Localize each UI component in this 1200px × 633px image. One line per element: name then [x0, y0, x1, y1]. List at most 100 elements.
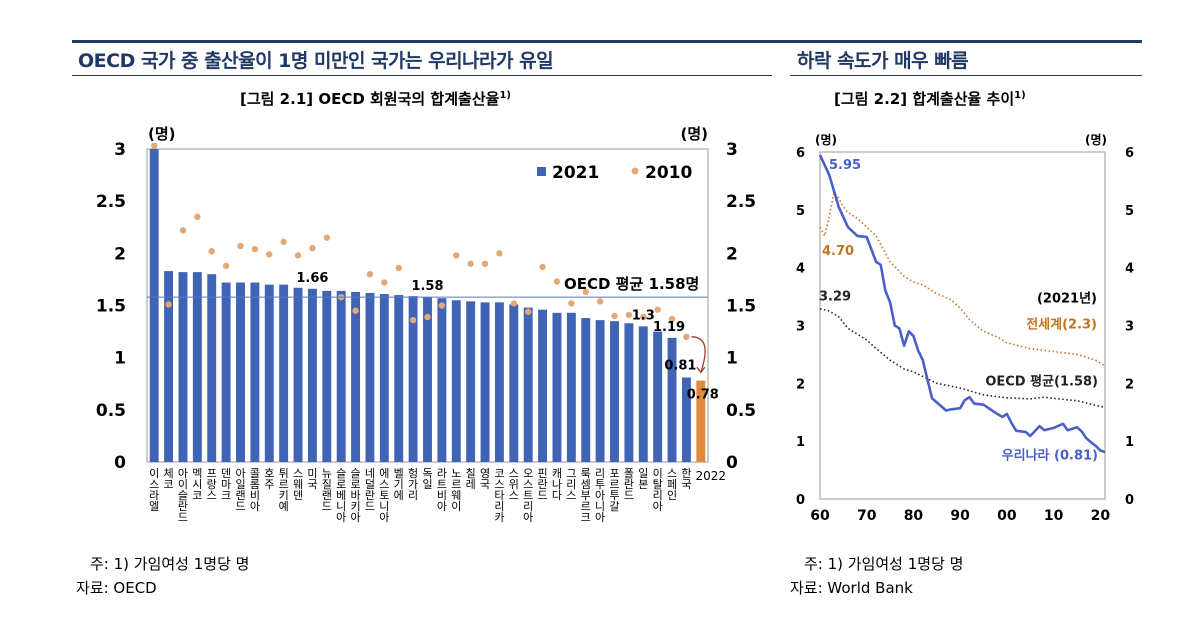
bar-2021-29 [566, 312, 576, 462]
bar-2021-14 [351, 291, 361, 462]
dot-2010-7 [251, 245, 259, 253]
bar-2021-22 [466, 301, 476, 462]
left-source: 자료: OECD [76, 579, 157, 597]
dot-2010-1 [165, 301, 172, 308]
bar-2021-2 [178, 272, 188, 462]
bar-2021-3 [192, 272, 202, 462]
bar-2021-18 [408, 296, 418, 462]
bar-2021-11 [307, 288, 317, 462]
y-tick-left: 1 [114, 349, 126, 369]
bar-2021-28 [552, 312, 562, 462]
dot-2010-14 [352, 307, 359, 314]
x-tick: 80 [904, 508, 924, 524]
left-figure-title: [그림 2.1] OECD 회원국의 합계출산율1) [240, 88, 511, 109]
y-tick-right: 2.5 [726, 192, 756, 212]
dot-2010-33 [625, 311, 633, 319]
data-label-34: 1.3 [632, 308, 655, 323]
oecd-fertility-bar-chart: (명) (명) 0 0 0.5 0.5 1 1 1.5 1.5 2 2 2.5 2.5 3 3 이 스 라 엘 체 코아 이… [96, 125, 756, 524]
y-tick-right: 0 [1125, 493, 1134, 508]
dot-2010-32 [611, 312, 618, 320]
dot-2010-31 [596, 298, 604, 305]
dot-2010-2 [179, 227, 187, 234]
oecd-start-label: 3.29 [819, 290, 851, 305]
bar-2021-26 [523, 307, 533, 462]
bar-2021-0 [149, 149, 159, 462]
plot-frame [819, 151, 1106, 500]
dot-2010-22 [467, 260, 474, 267]
x-tick: 60 [810, 508, 830, 524]
y-tick-right: 2 [726, 244, 738, 264]
y-tick-right: 1.5 [726, 297, 756, 317]
bar-2021-35 [653, 331, 663, 462]
bar-2021-20 [437, 298, 447, 462]
dot-2010-0 [150, 142, 158, 150]
right-section-rule [790, 75, 1142, 76]
oecd-average-label: OECD 평균 1.58명 [564, 275, 699, 293]
y-tick-right: 1 [1125, 435, 1134, 450]
right-figure-title-text: [그림 2.2] 합계출산율 추이 [834, 90, 1015, 108]
y-tick-left: 3 [796, 320, 805, 335]
bar-2021-5 [221, 282, 231, 462]
dot-2010-16 [381, 279, 388, 286]
dot-2010-17 [395, 264, 402, 272]
y-tick-right: 0 [726, 453, 738, 473]
dot-2010-27 [539, 263, 546, 271]
left-figure-title-text: [그림 2.1] OECD 회원국의 합계출산율 [240, 90, 500, 108]
data-label-37: 0.81 [664, 358, 696, 373]
data-label-19: 1.58 [411, 279, 443, 294]
bar-2021-10 [293, 287, 303, 462]
legend-label-2010: 2010 [645, 163, 692, 183]
dot-2010-19 [424, 313, 431, 321]
bar-2021-34 [638, 326, 648, 462]
dot-2010-10 [294, 252, 302, 259]
dot-2010-20 [438, 302, 446, 309]
y-tick-left: 0 [796, 493, 805, 508]
bar-2021-36 [667, 337, 677, 462]
y-tick-left: 1.5 [96, 297, 126, 317]
year-note: (2021년) [1037, 291, 1097, 306]
dot-2010-18 [409, 316, 417, 324]
y-tick-right: 3 [1125, 320, 1134, 335]
bar-2021-1 [164, 271, 174, 462]
dot-2010-6 [237, 242, 244, 250]
y-tick-right: 0.5 [726, 401, 756, 421]
y-tick-right: 1 [726, 349, 738, 369]
right-section-title: 하락 속도가 매우 빠름 [797, 50, 969, 72]
data-label-36: 1.19 [653, 320, 685, 335]
dot-2010-34 [640, 313, 647, 321]
left-section-title: OECD 국가 중 출산율이 1명 미만인 국가는 우리나라가 유일 [78, 50, 554, 72]
dot-2010-21 [453, 252, 460, 259]
y-tick-right: 4 [1125, 262, 1134, 277]
bar-2021-12 [322, 290, 332, 462]
korea-start-label: 5.95 [829, 158, 861, 173]
change-arrow [691, 336, 706, 373]
y-tick-right: 2 [1125, 377, 1134, 392]
series-line-2 [818, 154, 1106, 454]
dot-2010-5 [222, 262, 230, 270]
y-tick-left: 0 [114, 453, 126, 473]
x-tick-label: 2022 [696, 469, 727, 483]
dot-2010-29 [568, 300, 575, 307]
y-tick-left: 1 [796, 435, 805, 450]
dot-2010-30 [582, 288, 589, 296]
y-unit-left: (명) [815, 133, 837, 147]
